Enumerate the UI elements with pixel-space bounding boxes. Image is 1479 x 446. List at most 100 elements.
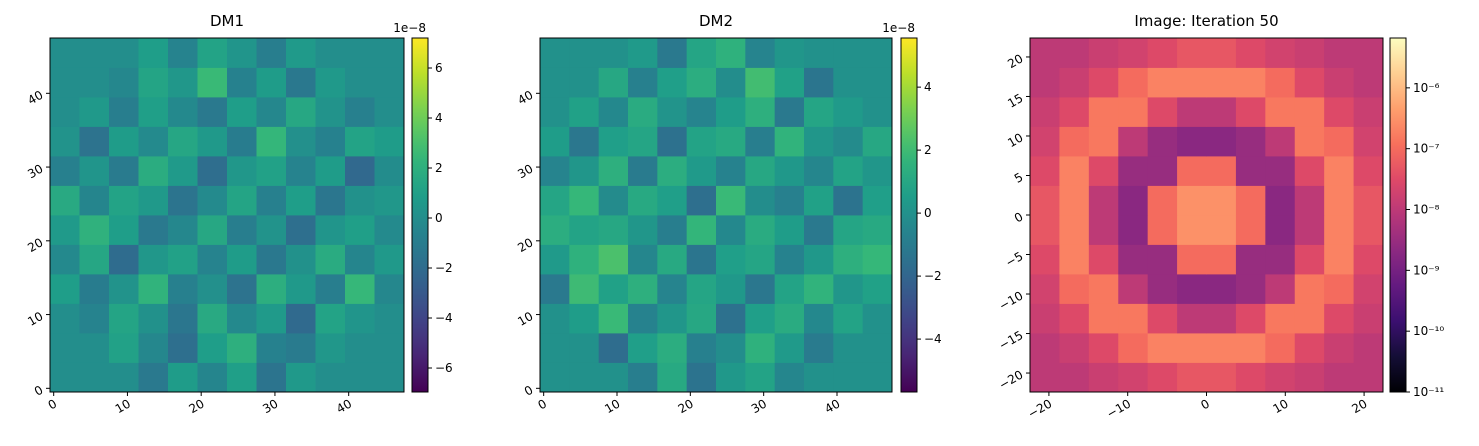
heatmap-cell: [138, 215, 169, 245]
heatmap-cell: [138, 333, 169, 363]
heatmap-cell: [628, 67, 658, 98]
heatmap-cell: [1265, 38, 1296, 68]
heatmap-cell: [862, 333, 893, 363]
heatmap-cell: [774, 126, 805, 157]
heatmap-cell: [686, 362, 717, 393]
heatmap-cell: [716, 97, 746, 127]
heatmap-cell: [1206, 362, 1237, 393]
heatmap-cell: [1147, 67, 1178, 98]
heatmap-cell: [657, 274, 688, 304]
heatmap-cell: [540, 215, 570, 245]
heatmap-cell: [197, 126, 228, 157]
heatmap-cell: [1294, 67, 1325, 98]
heatmap-cell: [286, 156, 316, 186]
heatmap-cell: [628, 333, 658, 363]
heatmap-cell: [50, 156, 80, 186]
y-tick-label: 0: [1012, 209, 1026, 225]
colorbar-tick-label: 6: [435, 61, 443, 75]
heatmap-cell: [168, 97, 198, 127]
heatmap-cell: [168, 244, 198, 275]
heatmap-cell: [1059, 97, 1090, 127]
heatmap-cell: [50, 185, 80, 216]
heatmap-cell: [1235, 67, 1266, 98]
heatmap-cell: [1059, 156, 1090, 186]
heatmap-cell: [1294, 215, 1325, 245]
heatmap-cell: [109, 244, 139, 275]
heatmap-cell: [833, 215, 864, 245]
heatmap-cell: [1059, 38, 1090, 68]
heatmap-cell: [774, 185, 805, 216]
heatmap-cell: [286, 333, 316, 363]
colorbar: [1389, 37, 1407, 393]
heatmap-cell: [1324, 244, 1354, 275]
heatmap-cell: [1324, 97, 1354, 127]
heatmap-cell: [1177, 156, 1207, 186]
heatmap-cell: [716, 67, 746, 98]
heatmap-cell: [197, 97, 228, 127]
axes-frame: [49, 37, 405, 393]
heatmap-cell: [345, 97, 375, 127]
heatmap-cell: [1088, 67, 1119, 98]
heatmap-cell: [197, 244, 228, 275]
heatmap-cell: [286, 244, 316, 275]
heatmap-cell: [1118, 97, 1149, 127]
heatmap-cell: [1177, 185, 1207, 216]
heatmap-cell: [256, 185, 287, 216]
heatmap-cell: [657, 303, 688, 334]
heatmap-cell: [569, 97, 600, 127]
heatmap-cell: [1147, 185, 1178, 216]
heatmap-cell: [227, 67, 257, 98]
heatmap-cell: [79, 244, 110, 275]
heatmap-cell: [345, 333, 375, 363]
heatmap-cell: [286, 274, 316, 304]
heatmap-cell: [1147, 333, 1178, 363]
heatmap-cell: [1177, 303, 1207, 334]
heatmap-cell: [1147, 156, 1178, 186]
heatmap-cell: [1177, 38, 1207, 68]
heatmap-cell: [745, 362, 776, 393]
heatmap-cell: [109, 38, 139, 68]
heatmap-cell: [716, 362, 746, 393]
colorbar-tick-label: 10⁻¹⁰: [1413, 324, 1444, 338]
heatmap-cell: [1059, 215, 1090, 245]
colorbar: [411, 37, 429, 393]
heatmap-cell: [1294, 185, 1325, 216]
heatmap-cell: [50, 38, 80, 68]
heatmap-cell: [256, 274, 287, 304]
heatmap-cell: [745, 274, 776, 304]
heatmap-cell: [745, 303, 776, 334]
heatmap-cell: [1324, 215, 1354, 245]
heatmap-cell: [1206, 38, 1237, 68]
heatmap-cell: [345, 215, 375, 245]
heatmap-cell: [168, 67, 198, 98]
heatmap-cell: [1030, 215, 1060, 245]
heatmap-cell: [1030, 156, 1060, 186]
heatmap-cell: [862, 215, 893, 245]
heatmap-cell: [138, 185, 169, 216]
heatmap-cell: [1059, 126, 1090, 157]
heatmap-cell: [569, 362, 600, 393]
x-tick-label: 20: [186, 396, 206, 416]
heatmap-cell: [569, 333, 600, 363]
heatmap-cell: [374, 185, 405, 216]
heatmap-cell: [345, 185, 375, 216]
heatmap-cell: [1353, 185, 1384, 216]
heatmap-cell: [1118, 244, 1149, 275]
heatmap-cell: [628, 185, 658, 216]
heatmap-cell: [686, 333, 717, 363]
heatmap-cell: [1177, 126, 1207, 157]
heatmap-cell: [1353, 38, 1384, 68]
heatmap-cell: [774, 362, 805, 393]
heatmap-cell: [598, 126, 629, 157]
heatmap-cell: [1265, 215, 1296, 245]
heatmap-cell: [1147, 38, 1178, 68]
heatmap-cell: [569, 215, 600, 245]
heatmap-cell: [540, 244, 570, 275]
heatmap-cell: [50, 215, 80, 245]
heatmap-cell: [1118, 303, 1149, 334]
heatmap-cell: [716, 333, 746, 363]
heatmap-cell: [862, 126, 893, 157]
heatmap-cell: [79, 303, 110, 334]
heatmap-cell: [745, 67, 776, 98]
